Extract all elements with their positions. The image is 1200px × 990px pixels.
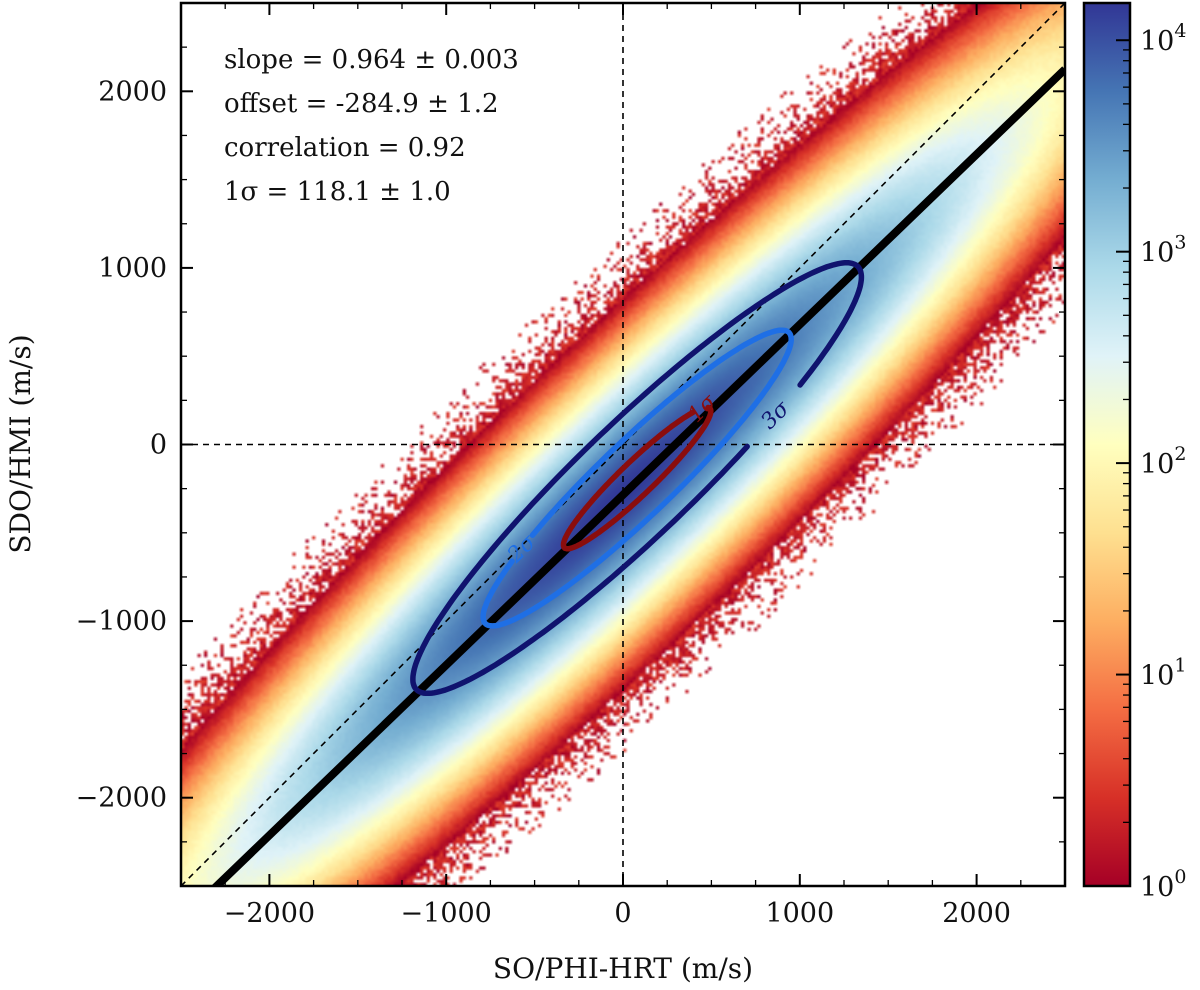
contour-2sigma [480,327,794,629]
contour-1sigma [560,404,714,552]
x-axis-title: SO/PHI-HRT (m/s) [493,952,753,985]
stat-annotation: 1σ = 118.1 ± 1.0 [224,177,451,207]
y-tick-label: 1000 [98,253,167,284]
x-tick-label: 2000 [942,898,1011,929]
colorbar-frame [1082,1,1132,888]
stat-annotation: slope = 0.964 ± 0.003 [224,45,519,75]
y-axis-title: SDO/HMI (m/s) [4,334,37,553]
y-tick-label: −2000 [76,783,167,814]
x-tick-label: 1000 [765,898,834,929]
colorbar-tick-label: 102 [1140,443,1186,480]
stat-annotation: correlation = 0.92 [224,133,466,163]
y-tick-label: −1000 [76,606,167,637]
stat-annotation: offset = -284.9 ± 1.2 [224,89,499,119]
y-tick-label: 2000 [98,76,167,107]
x-tick-label: −1000 [401,898,492,929]
x-tick-label: −2000 [224,898,315,929]
fit-line [210,66,1065,886]
x-tick-label: 0 [614,898,631,929]
colorbar-gradient [1084,3,1130,886]
y-tick-label: 0 [150,430,167,461]
contour-3sigma [410,260,865,697]
